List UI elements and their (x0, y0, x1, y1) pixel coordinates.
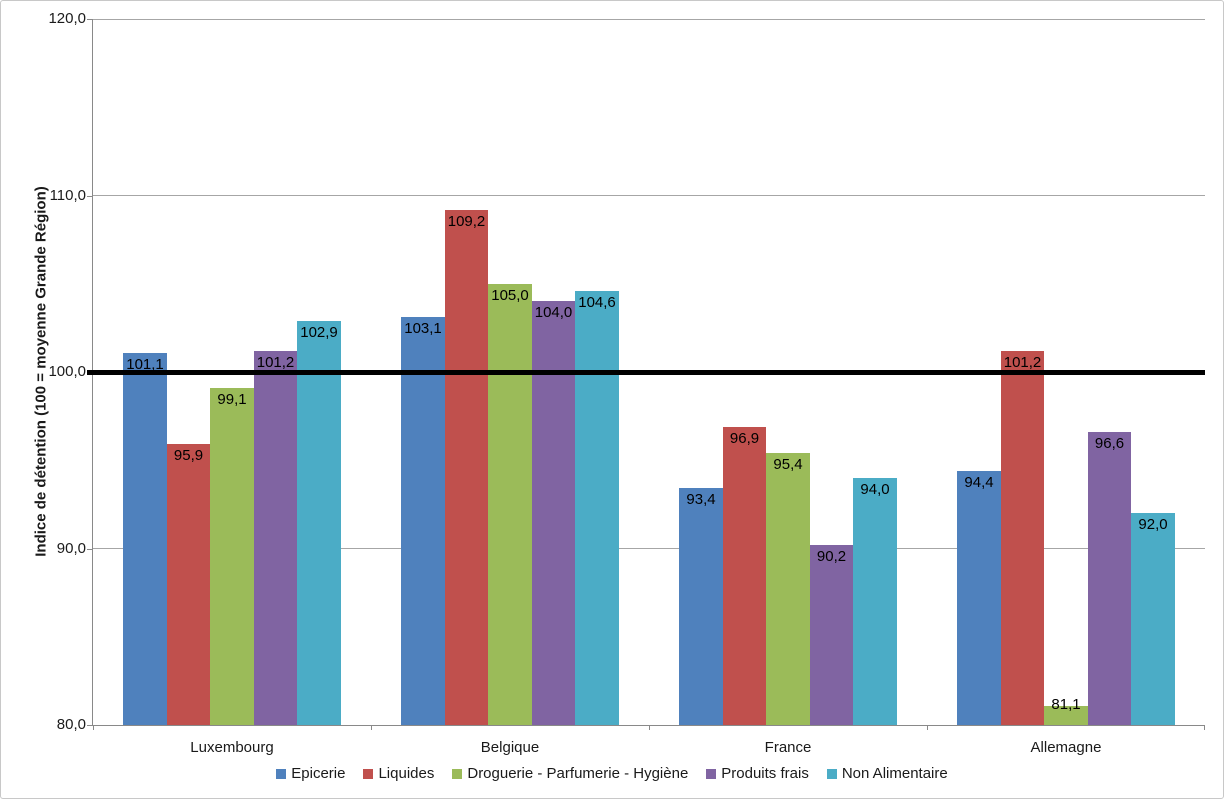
bar-value-label: 81,1 (1051, 695, 1081, 713)
x-axis-line (92, 725, 1205, 726)
bar-non-alimentaire-luxembourg (297, 320, 341, 725)
bar-produits-frais-belgique (531, 301, 576, 725)
bar-liquides-belgique (444, 209, 489, 725)
y-axis-tick-label: 100,0 (48, 363, 86, 380)
x-axis-tick (927, 725, 928, 730)
x-axis-tick (649, 725, 650, 730)
gridline (93, 548, 1205, 549)
x-axis-tick (371, 725, 372, 730)
bar-value-label: 92,0 (1138, 516, 1168, 534)
gridline (93, 195, 1205, 196)
y-axis-tick-label: 120,0 (48, 10, 86, 27)
y-axis-tick (87, 195, 92, 197)
legend-label: Droguerie - Parfumerie - Hygiène (467, 765, 689, 782)
bar-liquides-france (722, 426, 767, 725)
bar-produits-frais-allemagne (1087, 432, 1132, 725)
bar-droguerie-parfumerie-hygi-ne-belgique (488, 283, 532, 725)
legend-swatch-icon (706, 768, 717, 779)
legend-label: Liquides (378, 765, 435, 782)
legend-item: Droguerie - Parfumerie - Hygiène (452, 765, 688, 782)
y-axis-tick-label: 90,0 (56, 539, 86, 557)
bar-value-label: 101,2 (256, 353, 295, 371)
category-label-france: France (764, 739, 812, 756)
y-axis-tick-label: 110,0 (49, 186, 86, 204)
bar-value-label: 95,4 (773, 456, 803, 474)
bar-produits-frais-france (809, 544, 854, 725)
legend-swatch-icon (276, 768, 287, 779)
category-label-allemagne: Allemagne (1030, 739, 1102, 756)
bar-non-alimentaire-france (853, 477, 897, 725)
y-axis-tick (87, 725, 92, 726)
bar-liquides-luxembourg (166, 444, 211, 725)
legend-label: Produits frais (721, 765, 809, 782)
bar-value-label: 96,9 (729, 429, 760, 447)
bar-value-label: 94,4 (964, 473, 994, 491)
legend-item: Epicerie (276, 765, 345, 782)
category-label-belgique: Belgique (480, 739, 540, 756)
plot-area: 101,1 95,9 99,1 101,2 102,9 103,1 109,2 105,0 10… (87, 18, 1205, 730)
bar-value-label: 101,1 (126, 355, 164, 373)
legend: Epicerie Liquides Droguerie - Parfumerie -… (1, 765, 1223, 782)
legend-item: Non Alimentaire (826, 765, 948, 782)
bar-non-alimentaire-belgique (575, 290, 619, 725)
gridline (93, 18, 1205, 20)
bar-value-label: 95,9 (173, 447, 204, 465)
legend-item: Liquides (363, 765, 434, 782)
bar-value-label: 104,6 (578, 293, 616, 311)
bar-epicerie-belgique (401, 317, 445, 725)
bar-value-label: 99,1 (217, 390, 247, 408)
x-axis-tick (1204, 725, 1205, 730)
bar-liquides-allemagne (1000, 350, 1045, 725)
bar-value-label: 103,1 (404, 320, 442, 338)
category-label-luxembourg: Luxembourg (190, 739, 274, 756)
bar-value-label: 101,2 (1003, 353, 1042, 371)
reference-line-100 (87, 369, 1205, 375)
legend-swatch-icon (452, 768, 463, 779)
bar-droguerie-parfumerie-hygi-ne-allemagne (1044, 705, 1088, 725)
bar-value-label: 102,9 (300, 323, 338, 341)
bar-epicerie-luxembourg (123, 352, 167, 725)
legend-swatch-icon (363, 768, 374, 779)
bar-epicerie-france (679, 488, 723, 725)
bar-droguerie-parfumerie-hygi-ne-luxembourg (210, 387, 254, 725)
bar-value-label: 94,0 (860, 480, 890, 498)
y-axis-tick (87, 548, 92, 550)
legend-label: Non Alimentaire (841, 765, 948, 782)
bar-non-alimentaire-allemagne (1131, 513, 1175, 725)
bar-epicerie-allemagne (957, 470, 1001, 725)
bar-value-label: 96,6 (1094, 435, 1125, 452)
bar-value-label: 109,2 (447, 212, 486, 230)
y-axis-tick (87, 19, 92, 20)
bar-droguerie-parfumerie-hygi-ne-france (766, 453, 810, 725)
bar-produits-frais-luxembourg (253, 350, 298, 725)
bar-value-label: 105,0 (491, 286, 529, 304)
y-axis-tick-label: 80,0 (56, 716, 86, 733)
legend-swatch-icon (826, 768, 837, 779)
bar-value-label: 104,0 (534, 304, 573, 322)
legend-item: Produits frais (706, 765, 809, 782)
legend-label: Epicerie (291, 765, 346, 782)
bar-value-label: 93,4 (686, 491, 716, 509)
x-axis-tick (93, 725, 94, 730)
bar-value-label: 90,2 (816, 547, 847, 565)
